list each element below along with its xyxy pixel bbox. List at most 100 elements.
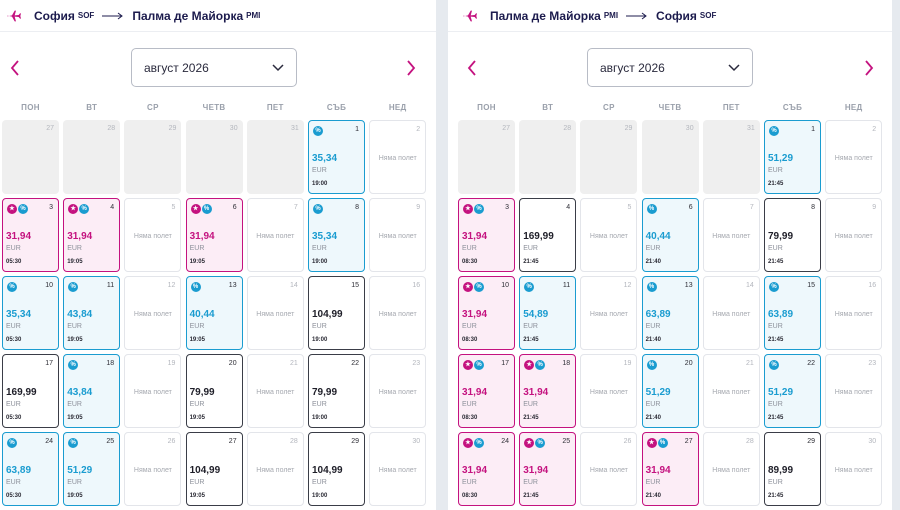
day-number: 10 [501, 282, 509, 289]
calendar-day-fare[interactable]: 1% 51,29 EUR 21:45 [764, 120, 821, 194]
month-select[interactable]: август 2026 [131, 48, 297, 87]
day-number: 18 [106, 360, 115, 367]
calendar-day-no-flight: 19 Няма полет [124, 354, 182, 428]
calendar-day-fare[interactable]: 24 ★% 31,94 EUR 08:30 [458, 432, 515, 506]
day-number: 30 [412, 438, 421, 445]
calendar-day-fare[interactable]: 13% 40,44 EUR 19:05 [185, 276, 243, 350]
calendar-day-fare[interactable]: 6 ★% 31,94 EUR 19:05 [185, 198, 243, 272]
fare-currency: EUR [523, 401, 538, 408]
calendar-day-no-flight: 26 Няма полет [580, 432, 638, 506]
calendar-day-fare[interactable]: 25% 51,29 EUR 19:05 [63, 432, 121, 506]
departure-time: 05:30 [6, 493, 22, 499]
fare-price: 31,94 [645, 465, 671, 476]
departure-time: 21:45 [768, 415, 784, 421]
calendar-day-fare[interactable]: 11% 43,84 EUR 19:05 [63, 276, 121, 350]
calendar-day-outside-month: 31 [246, 120, 304, 194]
fare-currency: EUR [67, 401, 82, 408]
fare-currency: EUR [768, 401, 783, 408]
discount-percent-icon: % [7, 282, 17, 292]
fare-price: 104,99 [189, 465, 221, 476]
day-number: 16 [412, 282, 421, 289]
origin-city: Палма де Майорка [490, 8, 601, 23]
day-number: 1 [811, 126, 815, 133]
fare-price: 31,94 [189, 231, 215, 242]
discount-percent-icon: % [474, 204, 484, 214]
weekday-label: ВТ [86, 103, 98, 112]
calendar-day-fare[interactable]: 27 104,99 EUR 19:05 [185, 432, 243, 506]
chevron-down-icon [728, 64, 740, 72]
calendar-day-fare[interactable]: 15 104,99 EUR 19:00 [308, 276, 365, 350]
calendar-day-fare[interactable]: 4 ★% 31,94 EUR 19:05 [63, 198, 121, 272]
calendar-day-fare[interactable]: 22% 51,29 EUR 21:45 [764, 354, 821, 428]
origin-code: PMI [603, 11, 619, 20]
discount-percent-icon: % [313, 126, 323, 136]
day-number: 25 [106, 438, 115, 445]
day-number: 1 [355, 126, 359, 133]
fare-price: 79,99 [768, 231, 794, 242]
departure-time: 19:05 [67, 337, 83, 343]
fare-price: 31,94 [462, 231, 488, 242]
calendar-day-fare[interactable]: 22 79,99 EUR 19:00 [308, 354, 365, 428]
calendar-day-fare[interactable]: 4 169,99 EUR 21:45 [519, 198, 577, 272]
calendar-day-fare[interactable]: 17 169,99 EUR 05:30 [2, 354, 59, 428]
discount-percent-icon: % [68, 360, 79, 370]
discount-percent-icon: % [68, 438, 79, 448]
calendar-day-fare[interactable]: 24% 63,89 EUR 05:30 [2, 432, 59, 506]
calendar-day-fare[interactable]: 20% 51,29 EUR 21:40 [641, 354, 699, 428]
calendar-day-fare[interactable]: 18% 43,84 EUR 19:05 [63, 354, 121, 428]
fare-price: 63,89 [645, 309, 671, 320]
calendar-day-fare[interactable]: 8% 35,34 EUR 19:00 [308, 198, 365, 272]
calendar-day-fare[interactable]: 6% 40,44 EUR 21:40 [641, 198, 699, 272]
day-number: 12 [623, 282, 632, 289]
prev-month-chevron-icon[interactable] [465, 59, 479, 77]
next-month-chevron-icon[interactable] [862, 59, 876, 77]
day-number: 2 [872, 126, 877, 133]
fare-badges: ★% [646, 438, 669, 448]
calendar-day-fare[interactable]: 29 89,99 EUR 21:45 [764, 432, 821, 506]
star-icon: ★ [524, 438, 535, 448]
fare-badges: % [68, 438, 79, 448]
fare-currency: EUR [6, 323, 21, 330]
day-number: 29 [807, 438, 815, 445]
day-number: 6 [688, 204, 693, 211]
fare-price: 51,29 [768, 153, 794, 164]
calendar-day-fare[interactable]: 17 ★% 31,94 EUR 08:30 [458, 354, 515, 428]
departure-time: 21:45 [768, 181, 784, 187]
fare-currency: EUR [312, 479, 327, 486]
calendar-day-fare[interactable]: 27 ★% 31,94 EUR 21:40 [641, 432, 699, 506]
star-icon: ★ [463, 282, 473, 292]
calendar-day-fare[interactable]: 3 ★% 31,94 EUR 08:30 [458, 198, 515, 272]
calendar-day-fare[interactable]: 10% 35,34 EUR 05:30 [2, 276, 59, 350]
day-number: 14 [746, 282, 754, 289]
discount-percent-icon: % [646, 282, 657, 292]
calendar-day-fare[interactable]: 13% 63,89 EUR 21:40 [641, 276, 699, 350]
prev-month-chevron-icon[interactable] [8, 59, 22, 77]
calendar-day-fare[interactable]: 29 104,99 EUR 19:00 [308, 432, 365, 506]
discount-percent-icon: % [535, 438, 546, 448]
calendar-day-fare[interactable]: 1% 35,34 EUR 19:00 [308, 120, 365, 194]
calendar-day-fare[interactable]: 8 79,99 EUR 21:45 [764, 198, 821, 272]
day-number: 30 [868, 438, 877, 445]
calendar-day-no-flight: 9 Няма полет [369, 198, 427, 272]
weekday-label: СР [603, 103, 615, 112]
calendar-day-fare[interactable]: 18 ★% 31,94 EUR 21:45 [519, 354, 577, 428]
calendar-day-no-flight: 5 Няма полет [124, 198, 182, 272]
chevron-down-icon [272, 64, 284, 72]
fare-price: 169,99 [523, 231, 554, 242]
calendar-day-fare[interactable]: 15% 63,89 EUR 21:45 [764, 276, 821, 350]
route-header: София SOF Палма де Майорка PMI [0, 0, 436, 32]
calendar-day-fare[interactable]: 20 79,99 EUR 19:05 [185, 354, 243, 428]
calendar-day-fare[interactable]: 10 ★% 31,94 EUR 08:30 [458, 276, 515, 350]
fare-price: 51,29 [645, 387, 671, 398]
calendar-day-fare[interactable]: 25 ★% 31,94 EUR 21:45 [519, 432, 577, 506]
fare-currency: EUR [6, 245, 21, 252]
calendar-day-outside-month: 28 [519, 120, 577, 194]
fare-badges: ★% [463, 438, 485, 448]
next-month-chevron-icon[interactable] [404, 59, 418, 77]
calendar-day-fare[interactable]: 3 ★% 31,94 EUR 05:30 [2, 198, 59, 272]
weekday-label: ЧЕТВ [202, 103, 226, 112]
month-select[interactable]: август 2026 [587, 48, 753, 87]
fare-price: 43,84 [67, 387, 93, 398]
calendar-day-fare[interactable]: 11% 54,89 EUR 21:45 [519, 276, 577, 350]
day-number: 3 [505, 204, 509, 211]
